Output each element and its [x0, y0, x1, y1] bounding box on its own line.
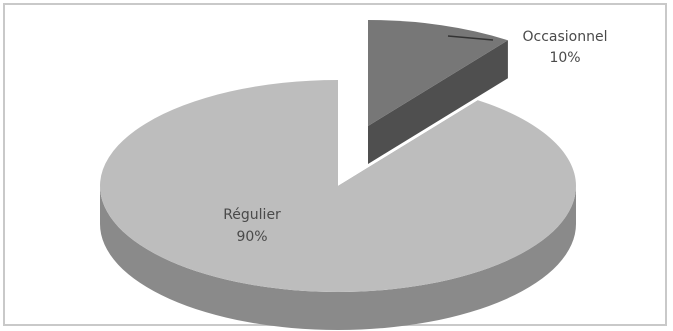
pie-slice-regulier-side-1	[100, 186, 576, 330]
slice-label-occasionnel: Occasionnel	[523, 29, 608, 45]
slice-label-regulier: Régulier	[223, 207, 281, 223]
pie-slice-occasionnel-cut-face-2	[368, 40, 508, 164]
pie-slice-occasionnel	[368, 20, 508, 164]
pie-slices	[100, 20, 577, 330]
slice-value-occasionnel: 10%	[549, 50, 580, 66]
leader-line-occasionnel	[447, 35, 494, 41]
pie-slice-regulier-top	[100, 80, 577, 292]
pie-slice-occasionnel-top	[368, 20, 508, 126]
slice-value-regulier: 90%	[236, 229, 267, 245]
pie-slice-regulier	[100, 80, 577, 330]
